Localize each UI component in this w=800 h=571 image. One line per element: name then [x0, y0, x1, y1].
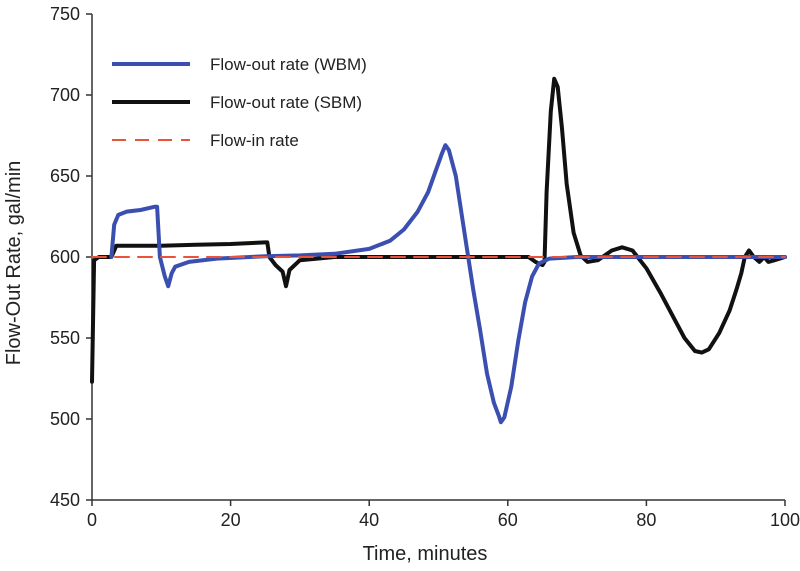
y-ticks: 450 500 550 600 650 700 750 — [50, 4, 92, 510]
y-axis-label: Flow-Out Rate, gal/min — [3, 161, 25, 366]
x-tick-label: 0 — [87, 510, 97, 530]
legend-label: Flow-out rate (SBM) — [210, 93, 362, 112]
y-tick-label: 550 — [50, 328, 80, 348]
y-tick-label: 700 — [50, 85, 80, 105]
x-tick-label: 60 — [498, 510, 518, 530]
x-tick-label: 100 — [770, 510, 800, 530]
legend-label: Flow-in rate — [210, 131, 299, 150]
series-line-flow-out-rate-sbm — [90, 76, 787, 384]
y-tick-label: 650 — [50, 166, 80, 186]
y-tick-label: 500 — [50, 409, 80, 429]
x-ticks: 0 20 40 60 80 100 — [87, 500, 800, 530]
legend-label: Flow-out rate (WBM) — [210, 55, 367, 74]
x-axis-label: Time, minutes — [363, 543, 488, 565]
x-tick-label: 80 — [636, 510, 656, 530]
series-line-flow-out-rate-wbm — [109, 143, 787, 425]
x-tick-label: 20 — [221, 510, 241, 530]
x-tick-label: 40 — [359, 510, 379, 530]
y-tick-label: 450 — [50, 490, 80, 510]
y-tick-label: 750 — [50, 4, 80, 24]
legend: Flow-out rate (WBM) Flow-out rate (SBM) Fl… — [112, 55, 367, 150]
y-tick-label: 600 — [50, 247, 80, 267]
series-layer — [90, 76, 787, 425]
